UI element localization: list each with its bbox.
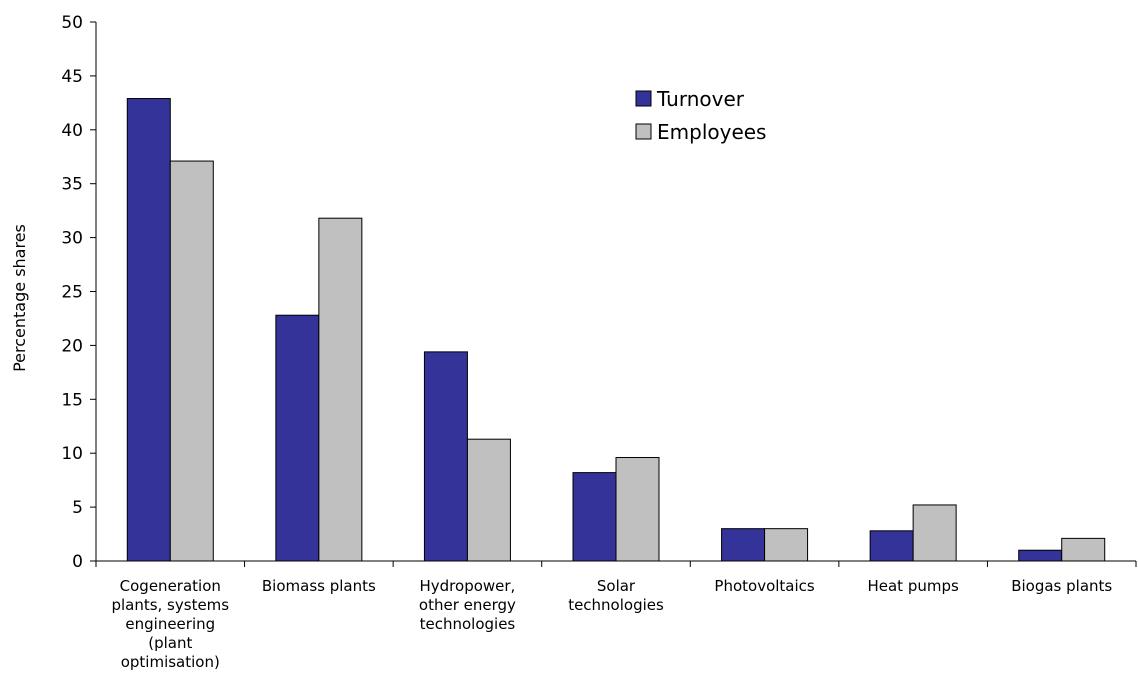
y-tick-label: 35 [61,175,83,195]
x-category-label: Heat pumps [867,577,959,595]
y-tick-label: 45 [61,67,83,87]
y-tick-label: 0 [72,552,83,572]
x-category-label-line: Biomass plants [262,577,376,595]
bar-employees-0 [169,160,214,562]
y-tick-label: 15 [61,390,83,410]
bar-employees-3 [615,457,660,562]
axes: 0 5 10 15 20 25 30 35 40 45 50 [61,13,1137,572]
x-category-label-line: engineering [125,615,215,633]
x-category-label-line: Biogas plants [1011,577,1112,595]
legend-swatch-employees [635,123,652,140]
bar-turnover-0 [126,98,171,562]
y-tick-label: 20 [61,336,83,356]
bar-employees-2 [466,438,511,562]
x-category-label-line: Photovoltaics [714,577,814,595]
x-category-label: Biomass plants [262,577,376,595]
x-category-label-line: technologies [420,615,516,633]
x-category-label: Cogeneration plants, systems engineering (p… [111,577,229,671]
bar-employees-1 [318,217,363,562]
x-category-label-line: technologies [568,596,664,614]
y-tick-label: 40 [61,121,83,141]
x-category-label-line: plants, systems [111,596,229,614]
x-category-label: Solar technologies [568,577,664,614]
y-axis-label: Percentage shares [10,224,29,372]
x-category-label-line: (plant [148,634,192,652]
x-category-label: Hydropower, other energy technologies [419,577,516,633]
x-axis-labels: Cogeneration plants, systems engineering (p… [111,577,1112,671]
bar-turnover-1 [275,314,320,562]
legend: Turnover Employees [635,87,766,144]
x-category-label-line: Heat pumps [867,577,959,595]
bar-turnover-5 [869,530,914,562]
y-tick-label: 50 [61,13,83,33]
bar-turnover-4 [721,528,766,562]
bar-turnover-6 [1018,549,1063,562]
x-category-label: Photovoltaics [714,577,814,595]
y-tick-label: 5 [72,498,83,518]
bar-employees-6 [1061,537,1106,562]
bar-employees-4 [764,528,809,562]
bar-employees-5 [912,504,957,562]
y-tick-label: 10 [61,444,83,464]
bar-turnover-2 [423,351,468,562]
bar-turnover-3 [572,472,617,562]
y-tick-label: 25 [61,283,83,303]
x-category-label-line: Hydropower, [420,577,516,595]
y-tick-label: 30 [61,229,83,249]
x-category-label-line: Solar [597,577,636,595]
x-category-label-line: other energy [419,596,516,614]
legend-label-turnover: Turnover [656,87,745,111]
bars [126,98,1106,562]
x-category-label-line: optimisation) [121,653,220,671]
x-category-label-line: Cogeneration [120,577,221,595]
legend-label-employees: Employees [657,120,766,144]
x-category-label: Biogas plants [1011,577,1112,595]
legend-swatch-turnover [635,90,652,107]
